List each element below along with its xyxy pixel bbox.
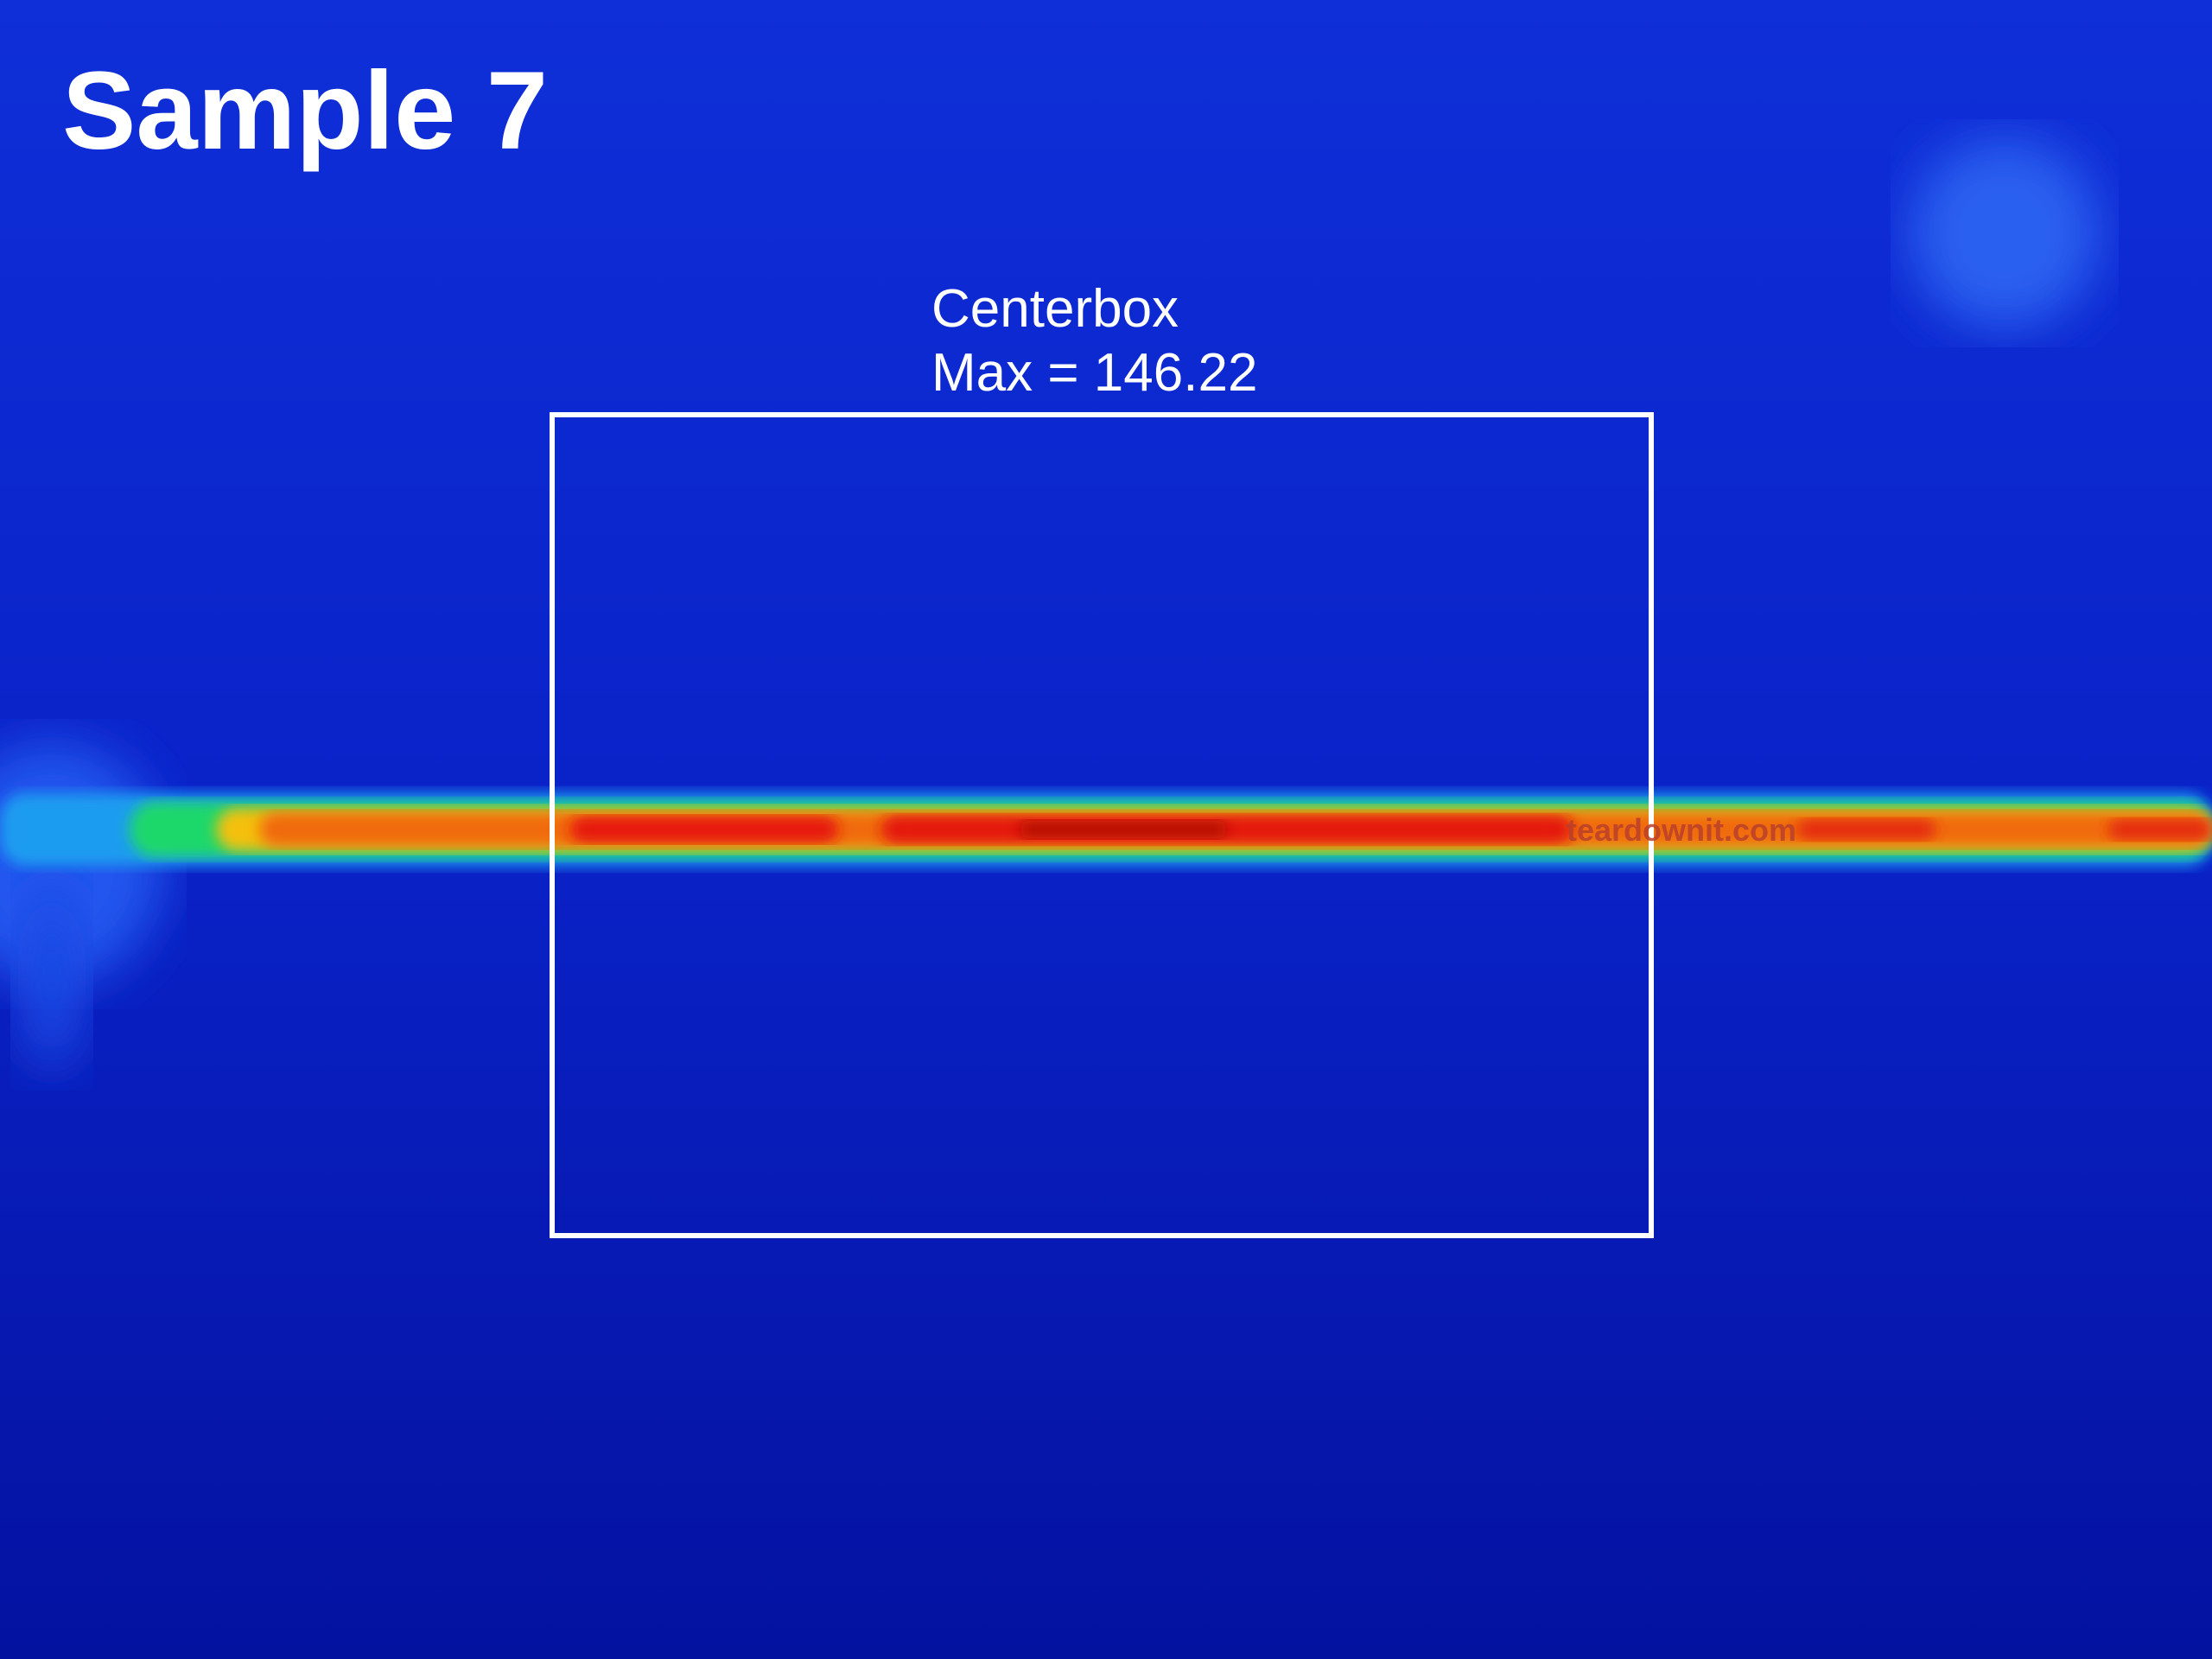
hot-wire	[0, 793, 2212, 866]
title: Sample 7	[62, 49, 548, 173]
watermark: teardownit.com	[1567, 812, 1796, 848]
roi-max: Max = 146.22	[931, 343, 1257, 403]
centerbox	[550, 412, 1654, 1238]
warm-blob	[1910, 138, 2100, 328]
warm-blob	[17, 881, 86, 1071]
roi-label: Centerbox	[931, 279, 1179, 339]
